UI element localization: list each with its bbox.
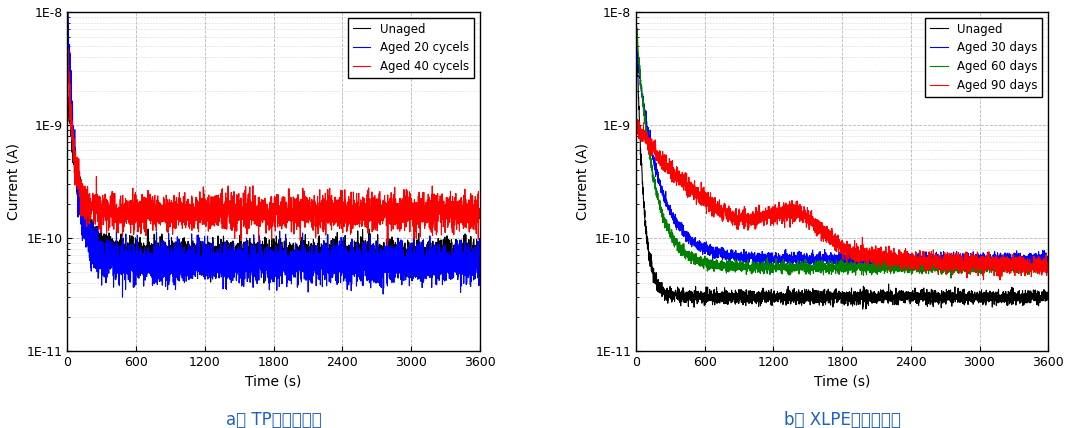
Aged 30 days [879, 255, 892, 260]
Aged 60 days [886, 263, 899, 268]
Aged 20 cycels [150, 238, 163, 243]
Aged 90 days [994, 277, 1007, 282]
Y-axis label: Current (A): Current (A) [6, 143, 21, 220]
Unaged [630, 14, 643, 19]
Unaged [434, 252, 447, 257]
Unaged [473, 254, 486, 259]
Aged 40 cycels [473, 212, 486, 217]
Aged 60 days [630, 17, 643, 22]
Line: Aged 90 days: Aged 90 days [636, 119, 1049, 280]
Aged 90 days [745, 217, 758, 222]
Aged 20 cycels [434, 253, 447, 258]
Aged 20 cycels [61, 6, 74, 12]
Aged 40 cycels [473, 215, 486, 220]
Aged 30 days [745, 253, 758, 258]
Unaged [176, 260, 188, 265]
Aged 40 cycels [150, 205, 163, 210]
Unaged [630, 12, 643, 17]
Aged 40 cycels [177, 208, 190, 213]
Aged 90 days [1042, 262, 1055, 267]
Aged 90 days [719, 208, 731, 213]
Unaged [473, 251, 486, 256]
Aged 90 days [1042, 263, 1055, 268]
Aged 20 cycels [116, 294, 129, 300]
Unaged [257, 280, 270, 285]
Aged 40 cycels [62, 46, 75, 51]
Unaged [719, 285, 731, 290]
Unaged [879, 290, 892, 295]
Line: Unaged: Unaged [67, 78, 480, 283]
Legend: Unaged, Aged 30 days, Aged 60 days, Aged 90 days: Unaged, Aged 30 days, Aged 60 days, Aged… [925, 18, 1042, 97]
Aged 60 days [1041, 262, 1054, 267]
Line: Aged 40 cycels: Aged 40 cycels [67, 49, 480, 246]
Aged 90 days [630, 122, 643, 127]
Aged 90 days [886, 263, 899, 268]
Aged 60 days [1042, 268, 1055, 273]
Aged 20 cycels [473, 250, 486, 255]
Aged 20 cycels [61, 12, 74, 17]
Aged 60 days [945, 276, 957, 281]
Aged 30 days [630, 45, 643, 51]
Unaged [887, 294, 900, 299]
Unaged [745, 296, 758, 301]
Aged 20 cycels [311, 265, 323, 270]
Unaged [311, 244, 323, 250]
Aged 60 days [718, 262, 730, 268]
X-axis label: Time (s): Time (s) [245, 374, 302, 388]
Unaged [857, 306, 870, 312]
Aged 40 cycels [61, 48, 74, 53]
Aged 30 days [1042, 256, 1055, 261]
Legend: Unaged, Aged 20 cycels, Aged 40 cycels: Unaged, Aged 20 cycels, Aged 40 cycels [348, 18, 473, 78]
Line: Aged 60 days: Aged 60 days [636, 20, 1049, 278]
Aged 30 days [1002, 251, 1015, 256]
Line: Unaged: Unaged [636, 15, 1049, 309]
Aged 30 days [719, 251, 731, 256]
Aged 30 days [886, 253, 899, 259]
Aged 60 days [744, 264, 757, 269]
Aged 30 days [630, 48, 643, 54]
Line: Aged 20 cycels: Aged 20 cycels [67, 9, 480, 297]
Text: b） XLPE모델케이블: b） XLPE모델케이블 [784, 411, 901, 428]
Aged 40 cycels [317, 218, 330, 223]
Unaged [1042, 297, 1055, 303]
Aged 20 cycels [473, 236, 486, 241]
Aged 40 cycels [311, 208, 323, 213]
Aged 30 days [1042, 261, 1055, 266]
Text: a） TP모델케이블: a） TP모델케이블 [226, 411, 321, 428]
Aged 60 days [1002, 262, 1015, 267]
Line: Aged 30 days: Aged 30 days [636, 48, 1049, 269]
Unaged [1002, 294, 1015, 300]
Aged 20 cycels [177, 273, 190, 279]
Y-axis label: Current (A): Current (A) [575, 143, 589, 220]
Unaged [61, 75, 74, 80]
Aged 40 cycels [434, 201, 447, 206]
Unaged [1042, 294, 1055, 299]
X-axis label: Time (s): Time (s) [814, 374, 871, 388]
Aged 60 days [879, 269, 892, 274]
Aged 90 days [631, 117, 644, 122]
Aged 90 days [1002, 256, 1015, 261]
Aged 90 days [879, 253, 892, 258]
Unaged [317, 271, 330, 276]
Aged 30 days [1014, 266, 1027, 271]
Unaged [149, 259, 162, 265]
Aged 20 cycels [318, 253, 331, 259]
Aged 40 cycels [381, 243, 394, 248]
